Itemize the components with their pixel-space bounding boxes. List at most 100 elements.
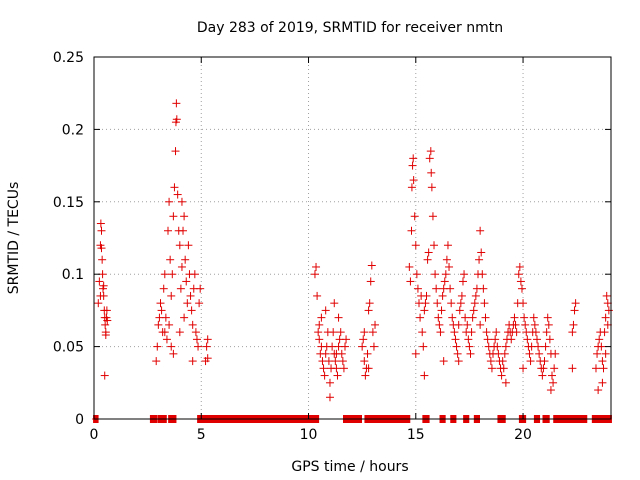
data-point [98, 255, 107, 264]
data-point [407, 183, 416, 192]
data-point [491, 335, 500, 344]
data-point [438, 291, 447, 300]
data-point [512, 328, 521, 337]
data-point [545, 335, 554, 344]
data-point [507, 335, 516, 344]
data-point [433, 299, 442, 308]
data-point [182, 277, 191, 286]
data-point [568, 328, 577, 337]
data-point [153, 342, 162, 351]
data-point [594, 386, 603, 395]
data-point [463, 320, 472, 329]
data-point [603, 320, 612, 329]
data-point [604, 306, 613, 315]
data-point [329, 328, 338, 337]
data-point [526, 357, 535, 366]
data-point [162, 335, 171, 344]
data-point [440, 277, 449, 286]
data-point [603, 299, 612, 308]
data-point [175, 328, 184, 337]
data-point [320, 371, 329, 380]
y-tick-label: 0 [75, 412, 84, 428]
data-point [454, 320, 463, 329]
data-point [336, 328, 345, 337]
data-point [363, 349, 372, 358]
data-point [96, 219, 105, 228]
data-point [154, 320, 163, 329]
data-point [457, 291, 466, 300]
data-point [571, 299, 580, 308]
data-point [443, 241, 452, 250]
y-tick-label: 0.25 [53, 50, 84, 66]
data-point [501, 378, 510, 387]
data-point [442, 255, 451, 264]
data-point [501, 342, 510, 351]
data-point [179, 226, 188, 235]
data-point [191, 328, 200, 337]
data-point [159, 284, 168, 293]
data-point [458, 277, 467, 286]
data-point [471, 291, 480, 300]
data-point [525, 349, 534, 358]
data-point [541, 342, 550, 351]
data-point [427, 168, 436, 177]
data-point [523, 335, 532, 344]
data-point [188, 357, 197, 366]
data-point [371, 320, 380, 329]
data-point [476, 226, 485, 235]
data-point [330, 299, 339, 308]
data-point [160, 270, 169, 279]
data-point [407, 226, 416, 235]
data-point [546, 386, 555, 395]
x-tick-label: 10 [300, 427, 318, 443]
data-point [418, 328, 427, 337]
data-point [181, 255, 190, 264]
data-point [498, 357, 507, 366]
y-tick-label: 0.05 [53, 340, 84, 356]
data-point [550, 364, 559, 373]
data-point [519, 364, 528, 373]
data-point [202, 342, 211, 351]
data-point [439, 357, 448, 366]
data-point [482, 328, 491, 337]
data-point [410, 212, 419, 221]
data-point [470, 299, 479, 308]
data-point [530, 320, 539, 329]
data-point [549, 378, 558, 387]
data-point [102, 306, 111, 315]
data-point [601, 349, 610, 358]
data-point [408, 161, 417, 170]
data-point [602, 291, 611, 300]
data-point [531, 328, 540, 337]
data-point [94, 299, 103, 308]
data-point [367, 261, 376, 270]
x-tick-label: 20 [514, 427, 532, 443]
data-point [499, 364, 508, 373]
data-point [406, 277, 415, 286]
data-point [342, 335, 351, 344]
data-point [101, 331, 110, 340]
data-point [430, 241, 439, 250]
x-tick-label: 0 [90, 427, 99, 443]
data-point [171, 147, 180, 156]
data-point [360, 328, 369, 337]
data-point [187, 306, 196, 315]
data-point [598, 357, 607, 366]
data-point [317, 313, 326, 322]
data-point [169, 212, 178, 221]
data-point [411, 349, 420, 358]
data-point [453, 349, 462, 358]
data-point [313, 291, 322, 300]
data-point [409, 154, 418, 163]
data-point [465, 342, 474, 351]
data-point [519, 299, 528, 308]
data-point [203, 354, 212, 363]
data-point [100, 371, 109, 380]
data-point [339, 364, 348, 373]
data-point [455, 306, 464, 315]
data-point [435, 320, 444, 329]
data-point [364, 306, 373, 315]
data-point [454, 357, 463, 366]
data-point [450, 328, 459, 337]
data-point [413, 284, 422, 293]
